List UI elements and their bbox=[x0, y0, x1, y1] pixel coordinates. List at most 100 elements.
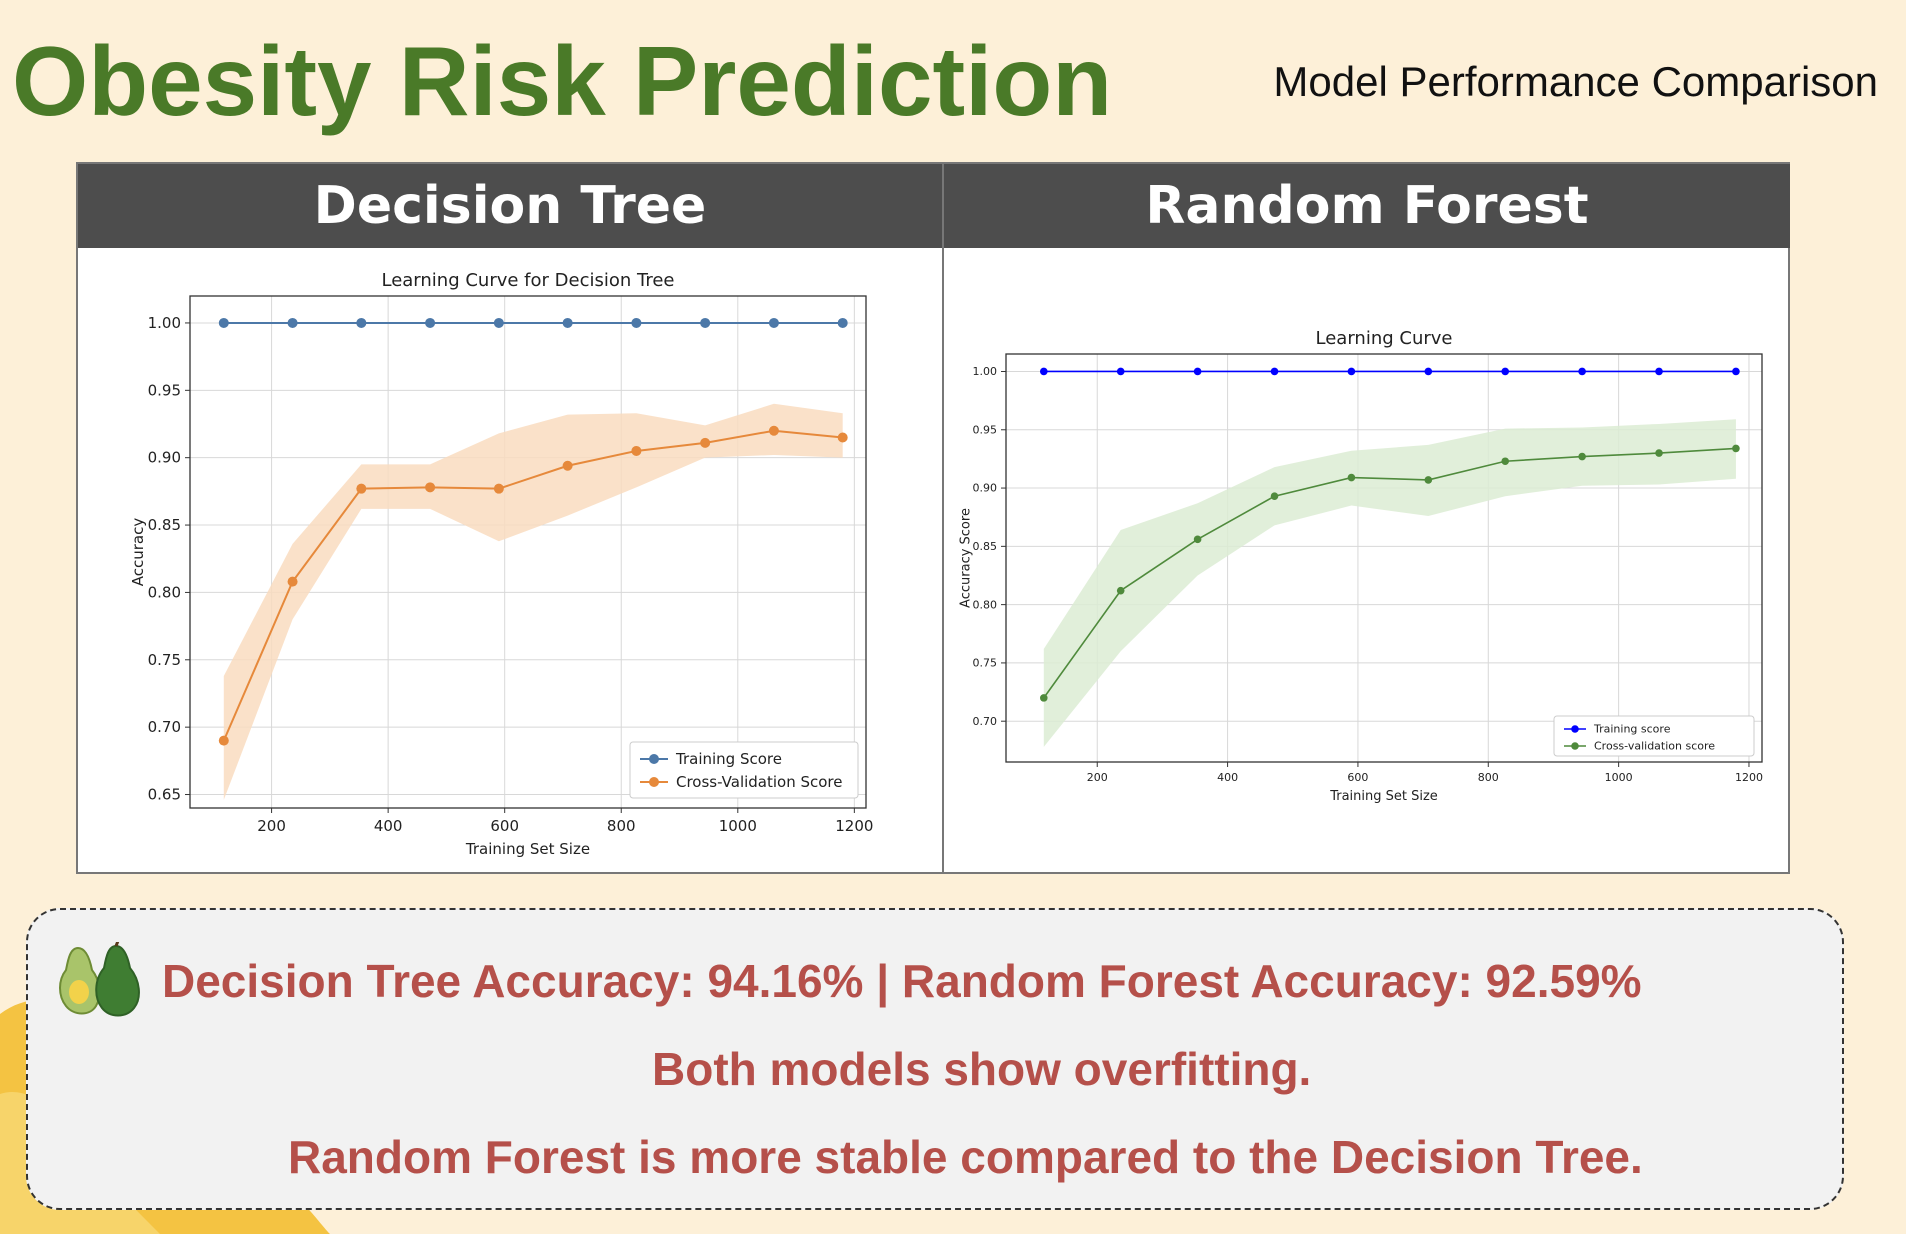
data-point bbox=[218, 735, 229, 746]
x-tick-label: 1200 bbox=[835, 817, 873, 835]
chart-title: Learning Curve bbox=[1316, 328, 1453, 349]
data-point bbox=[493, 483, 504, 494]
random-forest-learning-curve-chart: Learning Curve 200 400 600 800 1000 1200 0.70 0.… bbox=[958, 328, 1763, 804]
x-axis-label: Training Set Size bbox=[1329, 789, 1438, 804]
y-tick-label: 0.85 bbox=[973, 540, 998, 553]
data-point bbox=[1578, 367, 1586, 376]
avocado-icon bbox=[59, 942, 140, 1017]
data-point bbox=[700, 317, 711, 328]
data-point bbox=[1501, 367, 1510, 376]
data-point bbox=[1193, 367, 1202, 376]
x-tick-label: 1000 bbox=[1605, 771, 1633, 784]
data-point bbox=[1732, 367, 1740, 376]
page-title: Obesity Risk Prediction bbox=[12, 26, 1113, 136]
legend-swatch-marker bbox=[1571, 725, 1579, 733]
y-tick-label: 0.75 bbox=[148, 651, 181, 669]
data-point bbox=[287, 576, 298, 587]
y-axis-label: Accuracy Score bbox=[958, 508, 973, 608]
y-tick-label: 0.80 bbox=[148, 583, 181, 601]
x-tick-label: 800 bbox=[607, 817, 636, 835]
data-point bbox=[1424, 367, 1433, 376]
legend-label: Training score bbox=[1593, 723, 1671, 736]
y-tick-label: 0.70 bbox=[148, 718, 181, 736]
data-point bbox=[1655, 367, 1663, 376]
x-tick-label: 600 bbox=[1347, 771, 1368, 784]
decision-tree-learning-curve-chart: Learning Curve for Decision Tree 200 400 60… bbox=[129, 270, 873, 858]
confidence-band bbox=[223, 403, 843, 800]
confidence-band bbox=[1043, 419, 1736, 747]
legend-label: Cross-Validation Score bbox=[676, 773, 843, 791]
data-point bbox=[631, 317, 642, 328]
data-point bbox=[425, 482, 436, 493]
y-tick-label: 1.00 bbox=[973, 365, 998, 378]
data-point bbox=[1193, 535, 1202, 544]
data-point bbox=[1501, 457, 1510, 466]
data-point bbox=[1655, 449, 1663, 457]
y-tick-label: 0.80 bbox=[973, 598, 998, 611]
data-point bbox=[1347, 473, 1356, 482]
summary-box: Decision Tree Accuracy: 94.16% | Random … bbox=[26, 908, 1844, 1210]
data-point bbox=[562, 460, 573, 471]
data-point bbox=[1116, 367, 1125, 376]
data-point bbox=[1424, 476, 1433, 484]
chart-comparison-panel: Decision Tree Random Forest Learning Cur… bbox=[76, 162, 1790, 874]
data-point bbox=[768, 317, 779, 328]
y-tick-label: 0.95 bbox=[973, 423, 998, 436]
data-point bbox=[287, 317, 298, 328]
data-point bbox=[1347, 367, 1356, 376]
data-point bbox=[356, 317, 367, 328]
chart-title: Learning Curve for Decision Tree bbox=[381, 270, 674, 291]
data-point bbox=[1040, 367, 1048, 376]
y-tick-label: 1.00 bbox=[148, 314, 181, 332]
plot-frame bbox=[1005, 353, 1763, 763]
plot-frame bbox=[189, 295, 867, 809]
x-tick-label: 200 bbox=[1087, 771, 1108, 784]
data-point bbox=[1270, 367, 1279, 376]
data-point bbox=[562, 317, 573, 328]
legend-label: Training Score bbox=[675, 750, 782, 768]
stability-note: Random Forest is more stable compared to… bbox=[288, 1131, 1643, 1183]
data-point bbox=[218, 317, 229, 328]
data-point bbox=[1270, 492, 1279, 501]
x-tick-label: 1200 bbox=[1735, 771, 1763, 784]
legend-swatch-marker bbox=[1571, 742, 1579, 750]
y-tick-label: 0.75 bbox=[973, 657, 998, 670]
page-subtitle: Model Performance Comparison bbox=[1273, 58, 1878, 105]
random-forest-header: Random Forest bbox=[944, 164, 1790, 248]
legend-box bbox=[1553, 715, 1755, 757]
data-point bbox=[631, 445, 642, 456]
x-axis-label: Training Set Size bbox=[465, 840, 590, 858]
y-tick-label: 0.95 bbox=[148, 381, 181, 399]
y-tick-label: 0.85 bbox=[148, 516, 181, 534]
decision-tree-header: Decision Tree bbox=[78, 164, 942, 248]
panel-divider bbox=[942, 164, 944, 874]
data-point bbox=[425, 317, 436, 328]
x-tick-label: 600 bbox=[490, 817, 519, 835]
y-tick-label: 0.65 bbox=[148, 786, 181, 804]
legend-swatch-marker bbox=[649, 777, 659, 787]
legend-swatch-marker bbox=[649, 754, 659, 764]
data-point bbox=[1578, 452, 1586, 461]
x-tick-label: 400 bbox=[1217, 771, 1238, 784]
data-point bbox=[356, 483, 367, 494]
series-line-cross-validation bbox=[222, 429, 843, 742]
data-point bbox=[1040, 694, 1048, 702]
x-tick-label: 1000 bbox=[719, 817, 757, 835]
x-tick-label: 400 bbox=[374, 817, 403, 835]
data-point bbox=[837, 317, 848, 328]
legend-label: Cross-validation score bbox=[1594, 740, 1715, 753]
series-line-cross-validation bbox=[1043, 447, 1736, 699]
accuracy-summary: Decision Tree Accuracy: 94.16% | Random … bbox=[162, 955, 1642, 1007]
y-tick-label: 0.70 bbox=[973, 715, 998, 728]
y-axis-label: Accuracy bbox=[129, 518, 147, 587]
data-point bbox=[700, 437, 711, 448]
y-tick-label: 0.90 bbox=[973, 482, 998, 495]
data-point bbox=[1732, 444, 1740, 453]
legend-box bbox=[629, 741, 859, 799]
data-point bbox=[768, 425, 779, 436]
x-tick-label: 200 bbox=[257, 817, 286, 835]
data-point bbox=[1116, 586, 1125, 595]
data-point bbox=[837, 432, 848, 443]
data-point bbox=[493, 317, 504, 328]
overfitting-note: Both models show overfitting. bbox=[652, 1043, 1312, 1095]
